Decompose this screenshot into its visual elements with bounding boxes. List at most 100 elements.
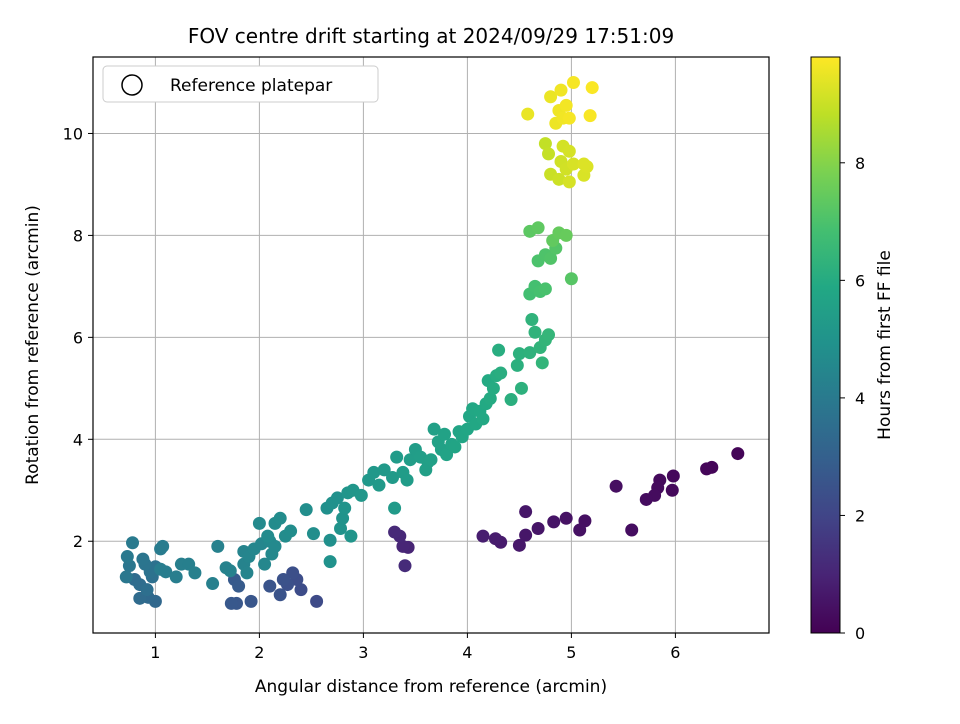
colorbar-tick-label: 6 bbox=[855, 271, 865, 290]
data-point bbox=[625, 523, 639, 537]
data-point bbox=[273, 588, 287, 602]
legend-entry-reference-platepar: Reference platepar bbox=[170, 76, 332, 96]
data-point bbox=[396, 539, 410, 553]
data-point bbox=[390, 450, 404, 464]
data-point bbox=[577, 157, 591, 171]
data-point bbox=[156, 539, 170, 553]
colorbar-gradient bbox=[810, 56, 841, 634]
data-point bbox=[514, 381, 528, 395]
y-axis-ticks: 2 4 6 8 10 bbox=[63, 124, 93, 551]
data-point bbox=[535, 356, 549, 370]
data-point bbox=[336, 511, 350, 525]
x-axis-ticks: 1 2 3 4 5 6 bbox=[150, 633, 680, 662]
data-point bbox=[427, 422, 441, 436]
colorbar-tick-label: 0 bbox=[855, 624, 865, 643]
data-point bbox=[400, 473, 414, 487]
legend: Reference platepar bbox=[102, 65, 379, 103]
y-tick-label: 6 bbox=[73, 328, 83, 347]
data-point bbox=[261, 529, 275, 543]
data-point bbox=[286, 566, 300, 580]
data-point bbox=[531, 522, 545, 536]
data-point bbox=[284, 524, 298, 538]
data-point bbox=[566, 157, 580, 171]
data-point bbox=[665, 483, 679, 497]
data-point bbox=[562, 144, 576, 158]
data-point bbox=[133, 591, 147, 605]
data-point bbox=[306, 527, 320, 541]
data-point bbox=[244, 594, 258, 608]
x-tick-label: 3 bbox=[358, 643, 368, 662]
data-point bbox=[440, 448, 454, 462]
colorbar-tick-label: 8 bbox=[855, 154, 865, 173]
x-axis-label: Angular distance from reference (arcmin) bbox=[255, 677, 607, 697]
data-point bbox=[486, 381, 500, 395]
data-point bbox=[120, 550, 134, 564]
data-point bbox=[504, 393, 518, 407]
data-point bbox=[542, 147, 556, 161]
data-point bbox=[552, 172, 566, 186]
data-point bbox=[476, 412, 490, 426]
data-point bbox=[731, 447, 745, 461]
data-point bbox=[294, 583, 308, 597]
x-tick-label: 5 bbox=[566, 643, 576, 662]
data-point bbox=[559, 98, 573, 112]
data-point bbox=[403, 453, 417, 467]
data-point bbox=[525, 313, 539, 327]
data-point bbox=[639, 492, 653, 506]
data-point bbox=[547, 515, 561, 529]
x-tick-label: 1 bbox=[150, 643, 160, 662]
data-point bbox=[510, 358, 524, 372]
data-point bbox=[273, 511, 287, 525]
data-point bbox=[136, 552, 150, 566]
x-tick-label: 6 bbox=[670, 643, 680, 662]
data-point bbox=[492, 343, 506, 357]
data-point bbox=[512, 538, 526, 552]
data-point bbox=[583, 109, 597, 123]
data-point bbox=[523, 346, 537, 360]
y-tick-label: 4 bbox=[73, 430, 83, 449]
data-point bbox=[519, 505, 533, 519]
data-point bbox=[562, 111, 576, 125]
data-point bbox=[573, 523, 587, 537]
data-point bbox=[188, 566, 202, 580]
data-point bbox=[211, 539, 225, 553]
data-point bbox=[232, 579, 246, 593]
data-point bbox=[438, 427, 452, 441]
data-point bbox=[388, 525, 402, 539]
legend-box bbox=[102, 65, 379, 103]
data-point bbox=[323, 555, 337, 569]
data-point bbox=[538, 282, 552, 296]
data-point bbox=[544, 251, 558, 265]
data-point bbox=[223, 564, 237, 578]
data-point bbox=[483, 392, 497, 406]
grid bbox=[93, 57, 769, 633]
data-point bbox=[494, 366, 508, 380]
data-point bbox=[119, 570, 133, 584]
y-tick-label: 8 bbox=[73, 226, 83, 245]
data-point bbox=[372, 478, 386, 492]
x-tick-label: 4 bbox=[462, 643, 472, 662]
colorbar-tick-label: 2 bbox=[855, 506, 865, 525]
colorbar-ticks: 0 2 4 6 8 bbox=[840, 154, 865, 643]
y-axis-label: Rotation from reference (arcmin) bbox=[23, 205, 43, 485]
data-point bbox=[538, 137, 552, 151]
data-point bbox=[531, 221, 545, 235]
data-point bbox=[126, 536, 140, 550]
data-point bbox=[377, 463, 391, 477]
plot-frame bbox=[92, 56, 770, 634]
data-point bbox=[268, 539, 282, 553]
data-point bbox=[666, 469, 680, 483]
data-point bbox=[559, 511, 573, 525]
data-point bbox=[448, 440, 462, 454]
data-point bbox=[544, 90, 558, 104]
data-point bbox=[542, 328, 556, 342]
colorbar-label: Hours from first FF file bbox=[875, 250, 895, 440]
data-point bbox=[566, 75, 580, 89]
chart-title: FOV centre drift starting at 2024/09/29 … bbox=[188, 24, 674, 48]
data-point bbox=[252, 516, 266, 530]
data-point bbox=[354, 488, 368, 502]
data-point bbox=[521, 107, 535, 121]
data-point bbox=[330, 491, 344, 505]
data-point bbox=[338, 501, 352, 515]
